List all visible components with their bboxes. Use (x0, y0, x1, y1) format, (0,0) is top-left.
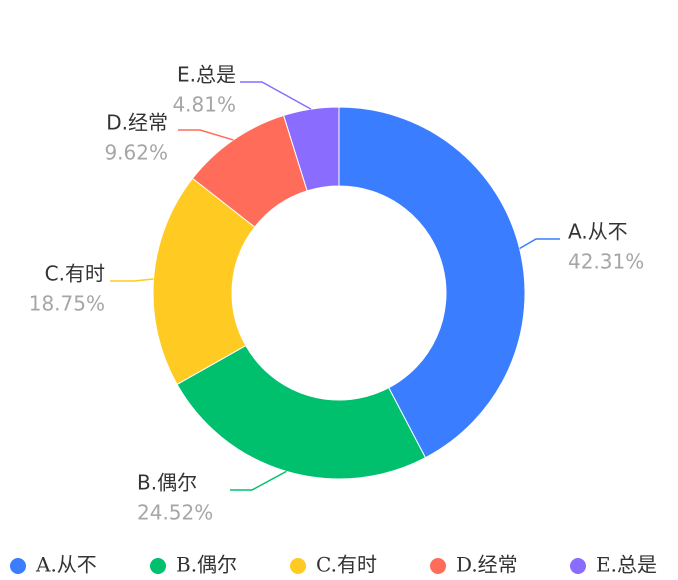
slice-label-value-1: 42.31% (568, 250, 644, 274)
legend-item-3[interactable]: C.有时 (290, 553, 377, 577)
slice-2 (176, 344, 427, 480)
leader-line-4 (178, 129, 234, 141)
legend-label-1: A.从不 (35, 553, 97, 577)
slice-label-name-4: D.经常 (106, 111, 168, 135)
slice-label-value-5: 4.81% (172, 93, 236, 117)
slice-1 (338, 106, 526, 459)
legend-marker-1 (10, 558, 26, 574)
slice-label-value-4: 9.62% (104, 141, 168, 165)
legend-item-4[interactable]: D.经常 (430, 553, 518, 577)
legend-label-4: D.经常 (456, 553, 518, 577)
legend-marker-5 (570, 558, 586, 574)
leader-lines-group (110, 81, 560, 491)
leader-line-5 (240, 81, 312, 110)
legend-item-2[interactable]: B.偶尔 (150, 553, 237, 577)
slice-label-name-5: E.总是 (177, 63, 236, 87)
legend-item-5[interactable]: E.总是 (570, 553, 657, 577)
legend-label-5: E.总是 (596, 553, 657, 577)
legend-marker-2 (150, 558, 166, 574)
leader-line-1 (519, 238, 560, 250)
legend-label-3: C.有时 (316, 553, 377, 577)
slice-label-value-3: 18.75% (29, 292, 105, 316)
slice-label-name-1: A.从不 (568, 220, 628, 244)
leader-line-3 (110, 278, 154, 282)
slice-3 (152, 177, 256, 386)
slice-5 (283, 106, 340, 192)
slice-label-name-2: B.偶尔 (137, 471, 197, 495)
legend-label-2: B.偶尔 (176, 553, 237, 577)
leader-line-2 (230, 470, 287, 491)
slice-label-name-3: C.有时 (45, 262, 105, 286)
legend-item-1[interactable]: A.从不 (10, 553, 97, 577)
legend-marker-3 (290, 558, 306, 574)
legend: A.从不 B.偶尔 C.有时 D.经常 E.总是 (10, 553, 657, 577)
slice-labels-group: A.从不 42.31% B.偶尔 24.52% C.有时 18.75% D.经常 9.62% E… (29, 63, 645, 525)
legend-marker-4 (430, 558, 446, 574)
slice-label-value-2: 24.52% (137, 501, 213, 525)
slices-group (152, 106, 526, 480)
